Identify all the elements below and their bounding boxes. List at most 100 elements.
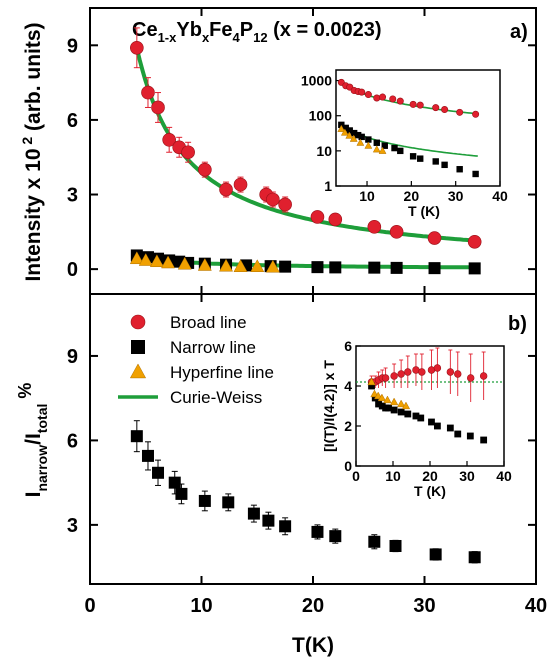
inset-b-point-hyperfine	[401, 401, 411, 410]
panel-b-xtick-label: 20	[302, 595, 324, 617]
inset-b-xtick-label: 40	[496, 468, 512, 484]
panel-a-point-broad	[389, 225, 404, 239]
panel-b-point-narrow	[130, 430, 143, 443]
inset-a-point-narrow	[358, 133, 365, 141]
panel-a-point-narrow	[279, 260, 292, 273]
inset-b-xtick-label: 20	[422, 468, 438, 484]
inset-b-point-narrow	[368, 382, 375, 390]
inset-a-point-hyperfine	[345, 131, 354, 139]
inset-b-xtick-label: 30	[459, 468, 475, 484]
panel-a-point-hyperfine	[138, 253, 153, 266]
panel-b-xtick-label: 30	[413, 595, 435, 617]
panel-b-point-narrow	[389, 539, 402, 552]
inset-a-point-broad	[456, 108, 464, 116]
legend-label-curie: Curie-Weiss	[170, 388, 262, 407]
inset-a-point-narrow	[365, 136, 372, 143]
inset-a-xtick-label: 20	[404, 188, 420, 204]
inset-a-point-narrow	[456, 166, 463, 173]
panel-a-point-broad	[181, 145, 195, 160]
panel-b-ytick-label: 9	[67, 346, 78, 368]
panel-b-ylabel: Inarrow/Itotal %	[15, 383, 50, 498]
panel-b-point-narrow	[168, 476, 181, 489]
panel-a-point-broad	[198, 162, 212, 177]
panel-b-xtick-label: 0	[84, 595, 95, 617]
inset-b-point-narrow	[412, 412, 420, 420]
panel-a-point-narrow	[428, 262, 441, 275]
inset-a-point-narrow	[441, 161, 448, 169]
inset-a-point-broad	[389, 95, 397, 103]
panel-b-xtick-label: 40	[525, 595, 547, 617]
inset-b-point-narrow	[375, 400, 382, 408]
inset-b-xtick-label: 0	[352, 468, 360, 484]
legend-marker-broad	[130, 314, 146, 330]
legend-marker-narrow	[131, 340, 145, 354]
inset-a-frame	[335, 69, 501, 187]
panel-a-plot: 0 3 6 9	[67, 8, 537, 294]
panel-a-point-hyperfine	[233, 259, 248, 272]
panel-a-point-hyperfine	[177, 256, 192, 270]
panel-a-point-hyperfine	[129, 251, 144, 265]
inset-b-point-hyperfine	[377, 393, 387, 402]
panel-a-point-hyperfine	[219, 258, 234, 272]
inset-b-point-hyperfine	[389, 397, 399, 406]
panel-b-label: b)	[508, 313, 527, 335]
panel-b-ytick-label: 3	[67, 515, 78, 537]
panel-a-point-broad	[162, 133, 176, 147]
inset-b-point-broad	[433, 364, 442, 372]
panel-a-point-hyperfine	[197, 257, 212, 271]
inset-a-point-narrow	[381, 142, 388, 149]
panel-b-point-narrow	[329, 530, 342, 543]
inset-a-point-hyperfine	[340, 128, 349, 136]
inset-a-point-broad	[472, 110, 480, 118]
inset-a-point-narrow	[342, 124, 349, 132]
panel-a-ylabel: Intensity x 10 2 (arb. units)	[19, 22, 45, 281]
panel-a-label: a)	[510, 21, 528, 43]
panel-b-point-narrow	[311, 525, 324, 538]
panel-a-point-broad	[130, 40, 144, 55]
inset-a-point-narrow	[432, 158, 439, 165]
inset-a-xtick-label: 40	[492, 188, 508, 204]
panel-a-point-narrow	[468, 262, 481, 275]
panel-a-point-broad	[367, 220, 382, 234]
panel-b-point-narrow	[198, 494, 211, 507]
panel-a-title: Ce1-xYbxFe4P12 (x = 0.0023)	[132, 19, 382, 45]
inset-b-point-broad	[397, 370, 405, 378]
inset-a-ytick-label: 1	[324, 178, 332, 194]
panel-b-point-narrow	[262, 514, 275, 527]
inset-b-point-broad	[467, 374, 475, 382]
inset-b-point-broad	[390, 372, 398, 380]
panel-a-point-broad	[467, 234, 482, 249]
inset-a-point-narrow	[354, 131, 362, 139]
inset-b-point-narrow	[390, 406, 398, 414]
panel-a-ytick-label: 3	[67, 185, 78, 207]
inset-b-point-narrow	[446, 424, 454, 432]
legend-marker-hyperfine	[129, 363, 147, 379]
inset-a-point-hyperfine	[364, 141, 373, 149]
panel-a-point-narrow	[173, 255, 186, 268]
inset-a-point-narrow	[350, 129, 358, 137]
panel-b-xtick-label: 10	[190, 595, 212, 617]
inset-b-point-narrow	[466, 432, 474, 440]
inset-b-point-hyperfine	[383, 395, 392, 404]
panel-b-point-narrow	[175, 487, 188, 500]
inset-a-point-hyperfine	[372, 145, 381, 153]
inset-b-point-narrow	[404, 410, 412, 418]
inset-a-point-narrow	[397, 147, 404, 155]
inset-b: 0 2 4 6 0 10 20 30 40 T (K) [I(T)/I(4.2)] x T	[321, 338, 512, 499]
inset-a-ytick-label: 100	[309, 108, 333, 124]
panel-a-point-narrow	[390, 261, 403, 274]
legend-label-hyperfine: Hyperfine line	[170, 363, 274, 382]
panel-a-point-narrow	[329, 261, 342, 274]
inset-b-xlabel: T (K)	[414, 483, 446, 499]
panel-b-point-narrow	[141, 449, 154, 462]
inset-b-ytick-label: 0	[344, 458, 352, 474]
panel-a-point-hyperfine	[265, 259, 280, 273]
inset-b-xtick-label: 10	[385, 468, 401, 484]
inset-b-ytick-label: 4	[344, 378, 352, 394]
inset-b-point-broad	[404, 368, 412, 376]
panel-a-ytick-label: 6	[67, 110, 78, 132]
inset-b-point-broad	[479, 372, 488, 380]
panel-a-point-broad	[310, 210, 325, 224]
panel-b-point-narrow	[429, 548, 442, 561]
